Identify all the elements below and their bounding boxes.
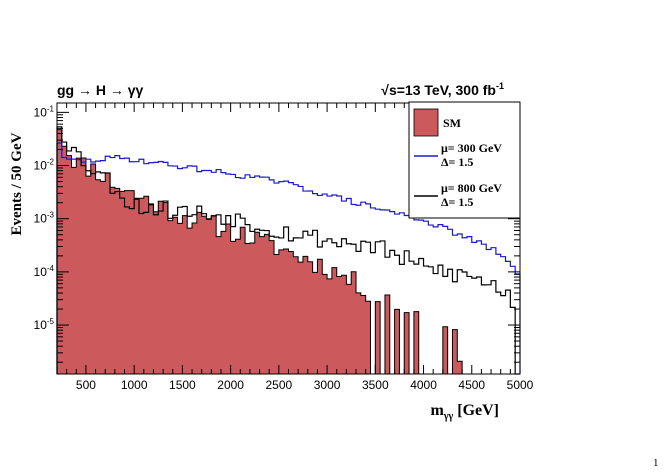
y-tick-label: 10-4 bbox=[34, 264, 55, 279]
signal-histograms bbox=[56, 126, 521, 375]
x-axis-label-unit: [GeV] bbox=[453, 402, 499, 419]
energy-text: √s=13 TeV, 300 fb bbox=[381, 82, 496, 98]
x-axis-label-main: m bbox=[431, 402, 445, 419]
energy-exponent: -1 bbox=[496, 81, 504, 91]
series-sm-area bbox=[56, 129, 520, 375]
series-mu300-line bbox=[56, 142, 521, 374]
sm-histogram bbox=[56, 129, 520, 375]
x-axis-label-sub: γγ bbox=[443, 411, 454, 422]
legend-mu300-label-2: Δ= 1.5 bbox=[441, 155, 473, 169]
legend-mu300-label-1: μ= 300 GeV bbox=[441, 141, 502, 155]
x-tick-label: 3500 bbox=[362, 378, 389, 392]
x-axis: 500 1000 1500 2000 2500 3000 3500 4000 4500 5000 bbox=[56, 103, 534, 392]
chart-title-energy: √s=13 TeV, 300 fb-1 bbox=[381, 81, 504, 98]
x-tick-label: 2000 bbox=[217, 378, 244, 392]
x-tick-label: 3000 bbox=[314, 378, 341, 392]
legend-mu800-label-2: Δ= 1.5 bbox=[441, 195, 473, 209]
legend: SM μ= 300 GeV Δ= 1.5 μ= 800 GeV Δ= 1.5 bbox=[408, 101, 521, 219]
series-mu800-line bbox=[56, 126, 520, 375]
legend-sm-swatch bbox=[413, 108, 439, 137]
y-tick-label: 10-3 bbox=[34, 211, 55, 226]
x-tick-label: 1500 bbox=[169, 378, 196, 392]
x-tick-label: 4000 bbox=[410, 378, 437, 392]
y-axis-label: Events / 50 GeV bbox=[9, 132, 25, 235]
x-tick-label: 2500 bbox=[266, 378, 293, 392]
legend-mu800-label-1: μ= 800 GeV bbox=[441, 181, 502, 195]
x-tick-label: 1000 bbox=[121, 378, 148, 392]
legend-sm-label: SM bbox=[443, 116, 461, 130]
x-tick-label: 4500 bbox=[458, 378, 485, 392]
x-tick-label: 5000 bbox=[507, 378, 534, 392]
x-axis-label: mγγ [GeV] bbox=[431, 402, 499, 422]
y-tick-label: 10-1 bbox=[34, 104, 55, 119]
y-tick-label: 10-2 bbox=[34, 158, 55, 173]
y-tick-label: 10-5 bbox=[34, 317, 55, 332]
x-tick-label: 500 bbox=[76, 378, 96, 392]
chart-title-process: gg → H → γγ bbox=[57, 82, 144, 98]
page-corner-mark: 1 bbox=[653, 457, 659, 469]
